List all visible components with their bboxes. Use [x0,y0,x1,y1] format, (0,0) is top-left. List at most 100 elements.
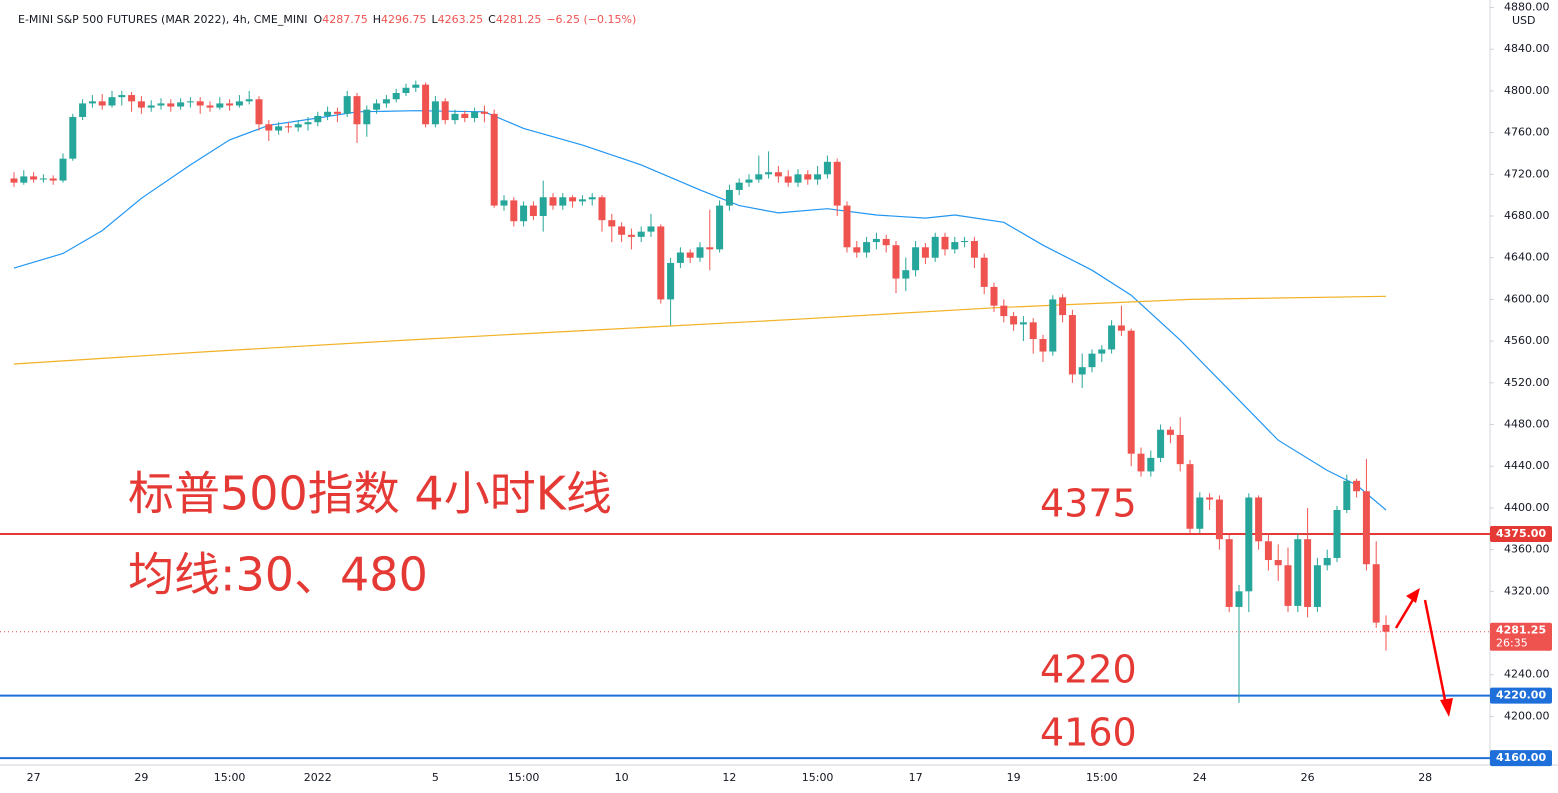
y-tick-label: 4880.00 [1504,1,1550,14]
candle-body [1313,565,1321,607]
candle-body [1186,464,1194,529]
candle-body [853,247,861,253]
candle-body [1343,480,1351,510]
last-price-badge [1490,622,1552,651]
candle-body [79,103,87,117]
y-tick-label: 4520.00 [1504,376,1550,389]
level-label: 4160.00 [1496,751,1546,764]
candle-body [716,205,724,250]
candle-body [304,122,312,125]
candle-body [49,178,57,181]
y-tick-label: 4360.00 [1504,543,1550,556]
arrow-up [1394,597,1416,629]
candle-body [1059,297,1067,316]
candle-body [324,111,332,116]
candle-body [1196,497,1204,529]
candle-body [1304,539,1312,607]
candle-body [608,220,616,227]
candle-body [137,101,145,108]
candle-body [343,96,351,114]
countdown: 26:35 [1496,637,1528,650]
candle-body [1157,429,1165,458]
candle-body [422,84,430,125]
y-tick-label: 4200.00 [1504,709,1550,722]
candle-body [196,101,204,106]
candle-body [1039,339,1047,352]
candle-body [353,96,361,125]
candle-body [539,197,547,217]
candle-body [333,111,341,114]
candle-body [569,197,577,202]
x-tick-label: 24 [1193,771,1207,784]
candle-body [892,245,900,279]
y-tick-label: 4600.00 [1504,292,1550,305]
candle-body [226,103,234,106]
candle-body [363,109,371,125]
candle-body [1323,557,1331,566]
candle-body [1088,353,1096,368]
x-tick-label: 15:00 [214,771,246,784]
text-layer: O 4287.75 H 4296.75 L 4263.25 C 4281.25 −6.25 (−… [27,1,1552,784]
candle-body [549,197,557,206]
candle-body [157,103,165,106]
candle-body [1000,305,1008,317]
candle-body [990,286,998,306]
ohlc-value: 4281.25 [496,13,542,26]
y-tick-label: 4640.00 [1504,251,1550,264]
level-label: 4220.00 [1496,689,1546,702]
candle-body [1117,325,1125,331]
candle-body [1284,565,1292,606]
x-tick-label: 15:00 [802,771,834,784]
candle-body [1235,591,1243,607]
candle-body [284,126,292,128]
annotation: 标普500指数 4小时K线 [128,467,612,521]
y-tick-label: 4680.00 [1504,209,1550,222]
y-tick-label: 4840.00 [1504,42,1550,55]
candle-body [676,252,684,263]
candle-body [314,115,322,123]
x-tick-label: 27 [27,771,41,784]
candle-body [745,179,753,183]
candle-body [1049,299,1057,352]
candle-body [1225,539,1233,607]
candle-body [186,101,194,103]
candle-body [20,176,28,183]
candle-body [255,99,263,125]
x-tick-label: 17 [909,771,923,784]
arrowhead [1440,698,1453,717]
candle-body [1068,315,1076,375]
candle-body [931,236,939,258]
annotation: 均线:30、480 [128,548,428,602]
candle-body [1019,322,1027,325]
candle-body [118,95,126,98]
ohlc-value: 4296.75 [381,13,427,26]
annotation: 4220 [1040,648,1137,692]
candle-body [804,174,812,180]
candle-body [431,101,439,125]
candle-body [1382,624,1390,632]
candle-body [755,174,763,180]
candle-body [863,242,871,253]
candle-body [275,126,283,131]
candle-body [510,200,518,222]
marks-layer [10,80,1390,703]
level-badge [1490,750,1552,767]
candle-body [206,105,214,108]
y-tick-label: 4760.00 [1504,126,1550,139]
candle-body [69,116,77,159]
candle-body [912,247,920,271]
candle-body [696,247,704,258]
ohlc-prefix: L [432,13,439,26]
candle-body [500,200,508,206]
candle-body [647,226,655,232]
candle-body [833,161,841,206]
candle-body [667,262,675,300]
candle-body [1353,480,1361,492]
candle-body [147,105,155,108]
candle-body [235,101,243,106]
candle-body [598,197,606,221]
moving-average [13,295,1387,365]
candle-body [843,205,851,248]
